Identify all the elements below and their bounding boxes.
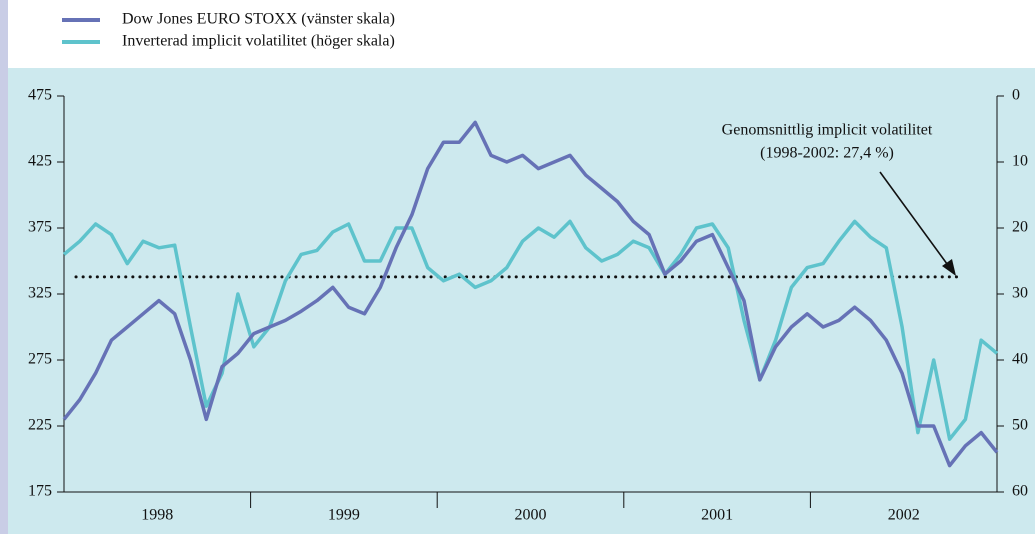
y2-tick-label: 0: [1012, 87, 1020, 104]
series-line: [62, 120, 999, 468]
y-tick-label: 225: [28, 417, 52, 434]
y2-tick-label: 30: [1012, 285, 1028, 302]
arrow-head: [942, 259, 956, 276]
side-strip: [0, 0, 8, 534]
y2-tick-label: 20: [1012, 219, 1028, 236]
x-tick-label: 1998: [141, 507, 173, 524]
y-tick-label: 175: [28, 483, 52, 500]
x-tick-label: 2002: [888, 507, 920, 524]
x-tick-label: 1999: [328, 507, 360, 524]
y2-tick-label: 60: [1012, 483, 1028, 500]
y-tick-label: 275: [28, 351, 52, 368]
x-tick-label: 2000: [515, 507, 547, 524]
y-tick-label: 325: [28, 285, 52, 302]
annotation: Genomsnittlig implicit volatilitet: [722, 122, 933, 139]
annotation: (1998-2002: 27,4 %): [760, 145, 894, 162]
x-tick-label: 2001: [701, 507, 733, 524]
legend-label: Dow Jones EURO STOXX (vänster skala): [122, 11, 395, 28]
y-tick-label: 425: [28, 153, 52, 170]
y2-tick-label: 40: [1012, 351, 1028, 368]
plot-background: [8, 68, 1035, 534]
y2-tick-label: 50: [1012, 417, 1028, 434]
y2-tick-label: 10: [1012, 153, 1028, 170]
y-tick-label: 475: [28, 87, 52, 104]
y-tick-label: 375: [28, 219, 52, 236]
annotation-arrow: [879, 171, 951, 269]
legend-label: Inverterad implicit volatilitet (höger s…: [122, 33, 395, 50]
